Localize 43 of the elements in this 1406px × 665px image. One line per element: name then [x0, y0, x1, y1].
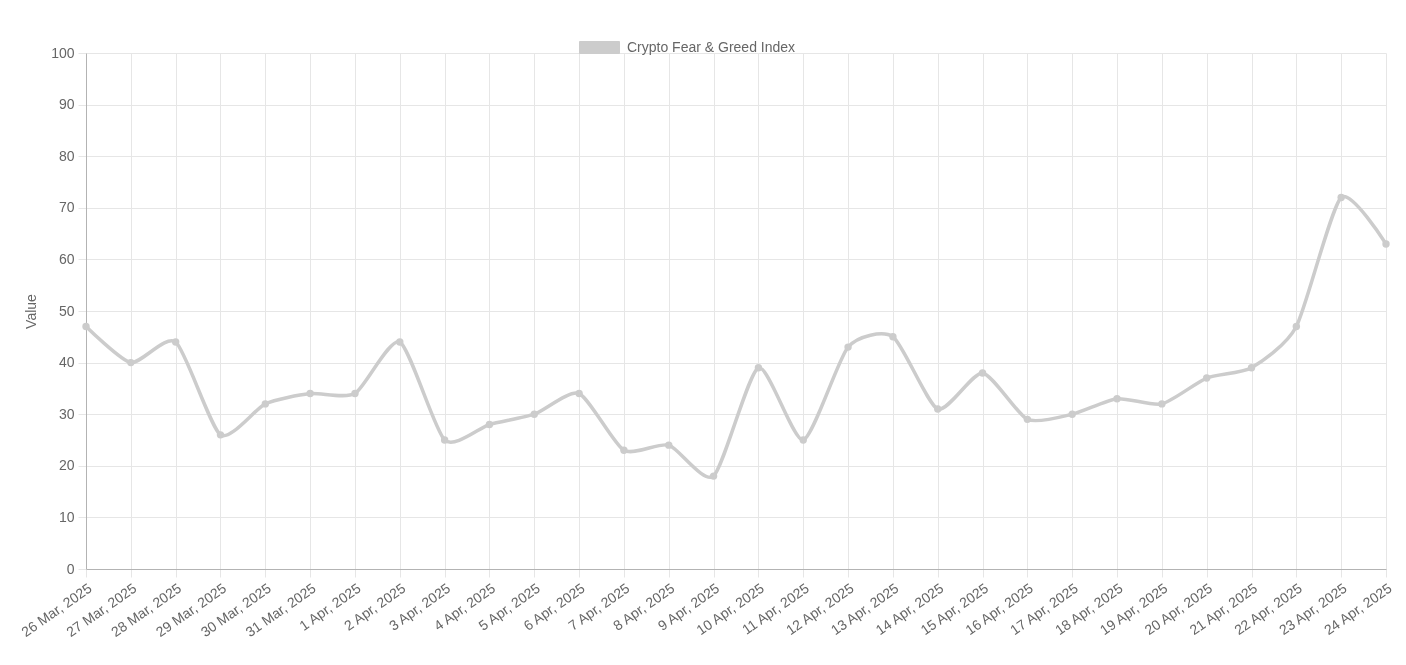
point — [127, 358, 135, 367]
y-tick-label: 50 — [58, 302, 75, 319]
y-tick-label: 20 — [58, 457, 75, 474]
y-tick-label: 30 — [58, 405, 75, 422]
point — [889, 333, 897, 341]
point — [82, 322, 90, 331]
point — [1202, 374, 1211, 382]
point — [709, 472, 718, 480]
point — [306, 389, 314, 398]
point — [934, 405, 942, 413]
point — [1113, 395, 1121, 403]
point — [844, 343, 852, 351]
point — [396, 338, 404, 346]
y-tick-label: 40 — [58, 354, 75, 371]
point — [485, 420, 494, 429]
y-tick-label: 60 — [58, 250, 75, 267]
point — [1247, 364, 1256, 372]
point — [754, 364, 763, 372]
y-tick-label: 100 — [51, 44, 75, 61]
point — [1292, 322, 1301, 331]
point — [1023, 415, 1032, 424]
point — [1382, 240, 1390, 248]
point — [978, 369, 987, 377]
point — [665, 441, 673, 449]
point — [351, 389, 359, 398]
point — [440, 436, 449, 444]
point — [171, 338, 180, 346]
point — [216, 431, 225, 439]
point — [1337, 193, 1345, 202]
point — [575, 389, 583, 398]
y-tick-label: 90 — [58, 96, 75, 113]
legend-label: Crypto Fear & Greed Index — [627, 38, 796, 55]
y-tick-label: 0 — [66, 560, 75, 577]
y-tick-label: 70 — [58, 199, 75, 216]
point — [799, 436, 807, 444]
point — [1068, 410, 1076, 418]
point — [530, 410, 538, 418]
y-tick-label: 10 — [58, 508, 75, 525]
point — [620, 446, 628, 455]
point — [1158, 400, 1166, 408]
y-tick-label: 80 — [58, 147, 75, 164]
y-axis-title: Value — [23, 293, 40, 329]
point — [261, 400, 270, 408]
